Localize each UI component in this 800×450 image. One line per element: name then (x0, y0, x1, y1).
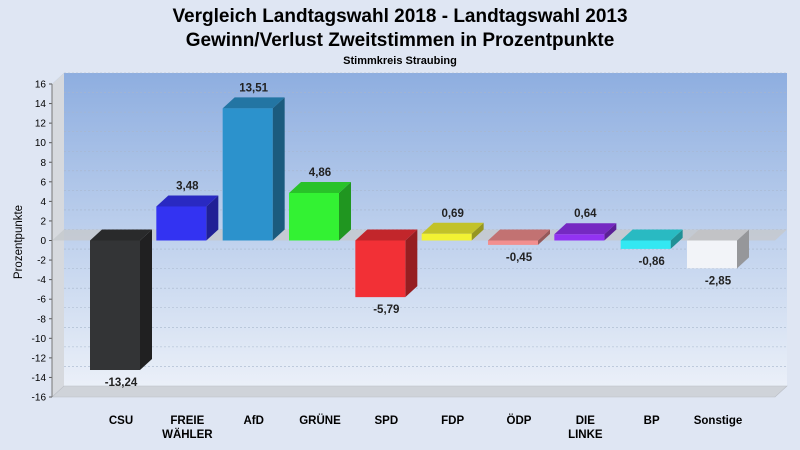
data-label: 4,86 (309, 167, 331, 179)
data-label: 0,64 (574, 208, 597, 220)
y-tick-label: -10 (32, 334, 47, 345)
y-tick-label: 6 (40, 177, 46, 188)
bar-side (471, 222, 484, 241)
bar (289, 192, 339, 241)
data-label: 0,69 (441, 208, 463, 220)
x-tick-label: FREIE WÄHLER (162, 415, 213, 441)
bar-top (554, 223, 617, 235)
bar-side (737, 229, 749, 269)
data-label: -13,24 (105, 377, 138, 389)
data-label: -0,45 (506, 252, 533, 264)
x-tick-label: Sonstige (694, 415, 743, 427)
y-tick-label: 12 (35, 119, 47, 130)
bar-side (140, 229, 152, 371)
bar-side (339, 181, 351, 241)
bar-top (90, 229, 152, 241)
x-tick-label: BP (644, 415, 660, 427)
floor (51, 385, 788, 398)
data-label: -2,85 (705, 275, 732, 287)
y-tick-label: 0 (40, 236, 46, 247)
y-tick-label: -14 (32, 373, 47, 384)
x-tick-label: SPD (375, 415, 399, 427)
y-tick-label: 8 (40, 158, 46, 169)
plot-area: 16 14 12 10 8 6 4 2 0 -2 -4 -6 -8 -10 -12 -14 -16 -13,24 C… (32, 72, 788, 441)
bar-side (272, 97, 285, 241)
x-tick-label: AfD (243, 415, 263, 427)
y-tick-label: 10 (35, 138, 47, 149)
bar-top (488, 229, 550, 241)
bar-top (620, 229, 683, 241)
data-label: 3,48 (176, 180, 199, 192)
y-tick-label: 4 (40, 197, 46, 208)
bar (222, 108, 273, 241)
y-tick-label: -6 (37, 295, 46, 306)
bar-top (355, 229, 418, 241)
x-tick-label: FDP (441, 415, 464, 427)
y-tick-label: -8 (37, 314, 46, 325)
bar-side (206, 195, 219, 241)
bar (488, 240, 538, 245)
bar (620, 240, 671, 249)
bar-top (421, 222, 484, 234)
bar-side (405, 229, 418, 298)
chart-subtitle: Stimmkreis Straubing (343, 55, 457, 67)
data-label: -0,86 (639, 256, 665, 268)
bar (421, 233, 472, 241)
y-tick-label: 14 (35, 99, 47, 110)
bar-top (156, 195, 219, 207)
bar (90, 240, 140, 371)
bar-top (687, 229, 749, 241)
data-label: -5,79 (373, 304, 399, 316)
y-tick-label: -2 (37, 256, 46, 267)
y-tick-label: -4 (37, 275, 46, 286)
chart-title-2: Gewinn/Verlust Zweitstimmen in Prozentpu… (186, 30, 615, 51)
y-tick-label: 2 (40, 216, 46, 227)
bar-top (289, 181, 351, 193)
x-tick-label: GRÜNE (299, 414, 341, 427)
bar-side (670, 229, 683, 249)
x-tick-label: ÖDP (507, 414, 532, 427)
bar (687, 240, 737, 269)
bar (355, 240, 406, 298)
bar-side (604, 223, 617, 241)
x-tick-label: CSU (109, 415, 133, 427)
bar (554, 234, 605, 241)
y-tick-label: 16 (35, 80, 47, 91)
chart-title: Vergleich Landtagswahl 2018 - Landtagswa… (172, 6, 627, 27)
y-tick-label: -12 (32, 353, 47, 364)
x-tick-label: DIE LINKE (568, 415, 603, 441)
bar (156, 206, 207, 241)
data-label: 13,51 (239, 82, 268, 94)
bar-side (538, 229, 550, 245)
bar-top (222, 97, 285, 109)
y-axis-label: Prozentpunkte (13, 205, 25, 279)
y-tick-label: -16 (32, 393, 47, 404)
